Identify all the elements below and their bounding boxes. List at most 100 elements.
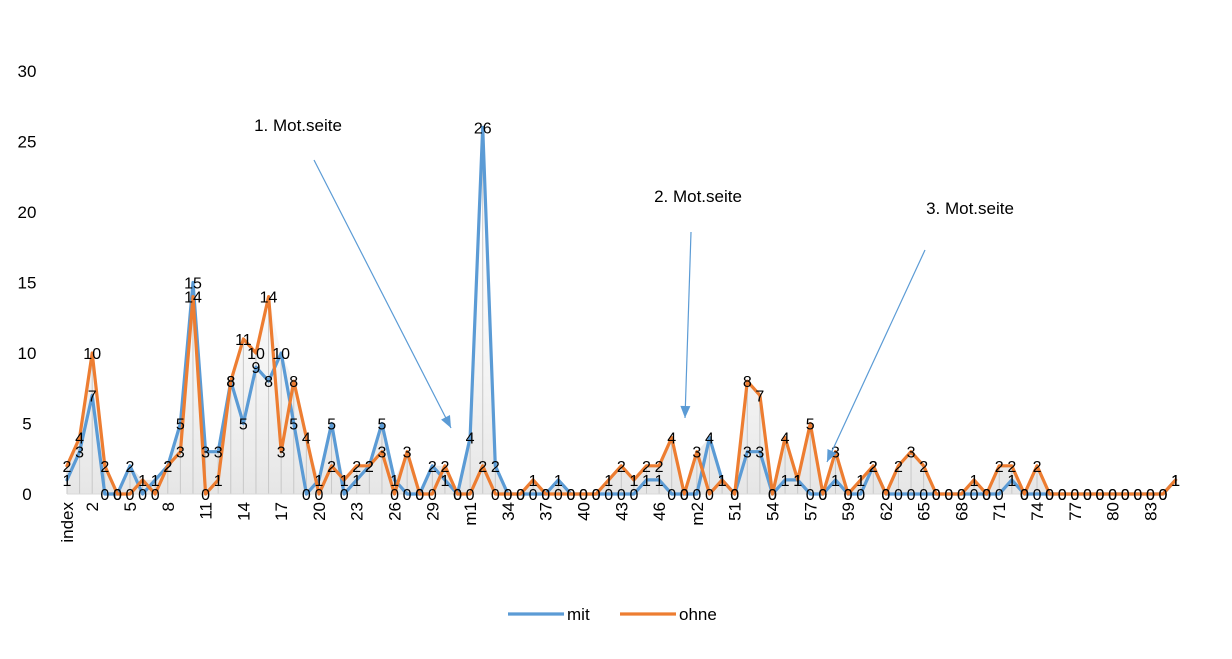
x-tick-label: 65 — [915, 502, 934, 521]
x-tick-label: 17 — [272, 502, 291, 521]
data-label-mit: 0 — [1033, 487, 1042, 504]
data-label-mit: 0 — [970, 487, 979, 504]
data-label-mit: 0 — [629, 487, 638, 504]
data-label-ohne: 0 — [1108, 487, 1117, 504]
data-label-ohne: 0 — [1020, 487, 1029, 504]
x-tick-label: 5 — [121, 502, 140, 511]
data-label-mit: 26 — [474, 120, 492, 137]
data-label-ohne: 8 — [743, 374, 752, 391]
data-label-mit: 0 — [1020, 487, 1029, 504]
data-label-ohne: 0 — [1159, 487, 1168, 504]
data-label-ohne: 1 — [629, 473, 638, 490]
data-label-ohne: 1 — [1171, 473, 1180, 490]
data-label-mit: 0 — [453, 487, 462, 504]
data-label-ohne: 3 — [692, 445, 701, 462]
series-line-mit — [65, 125, 1178, 496]
data-label-ohne: 8 — [226, 374, 235, 391]
data-label-mit: 0 — [503, 487, 512, 504]
data-label-ohne: 0 — [1070, 487, 1079, 504]
plot-area-background — [67, 127, 1163, 495]
area-fill — [67, 127, 1163, 495]
annotation-text: 1. Mot.seite — [254, 116, 342, 135]
data-label-ohne: 0 — [1096, 487, 1105, 504]
data-label-ohne: 11 — [235, 332, 252, 349]
data-label-mit: 0 — [680, 487, 689, 504]
x-tick-label: 80 — [1104, 502, 1123, 521]
data-label-ohne: 3 — [176, 445, 185, 462]
x-tick-label: 59 — [839, 502, 858, 521]
data-label-ohne: 0 — [428, 487, 437, 504]
annotation-text: 2. Mot.seite — [654, 187, 742, 206]
data-label-mit: 0 — [516, 487, 525, 504]
data-label-ohne: 0 — [768, 487, 777, 504]
data-label-mit: 1 — [831, 473, 840, 490]
y-tick-label: 5 — [22, 415, 31, 434]
data-label-ohne: 1 — [138, 473, 147, 490]
data-label-ohne: 0 — [705, 487, 714, 504]
data-label-mit: 2 — [869, 459, 878, 476]
data-label-ohne: 0 — [881, 487, 890, 504]
data-label-ohne: 1 — [856, 473, 865, 490]
data-label-ohne: 0 — [844, 487, 853, 504]
data-label-mit: 0 — [919, 487, 928, 504]
data-label-ohne: 2 — [327, 459, 336, 476]
data-label-ohne: 2 — [63, 459, 72, 476]
data-label-mit: 0 — [692, 487, 701, 504]
data-label-ohne: 8 — [289, 374, 298, 391]
data-label-mit: 0 — [1133, 487, 1142, 504]
x-tick-label: m1 — [461, 502, 480, 526]
data-label-mit: 4 — [466, 431, 475, 448]
data-label-ohne: 0 — [554, 487, 563, 504]
data-label-ohne: 1 — [970, 473, 979, 490]
data-label-ohne: 0 — [466, 487, 475, 504]
data-label-mit: 1 — [440, 473, 449, 490]
data-label-ohne: 3 — [377, 445, 386, 462]
x-tick-label: index — [58, 502, 77, 543]
data-label-mit: 1 — [554, 473, 563, 490]
data-label-mit: 0 — [592, 487, 601, 504]
x-tick-label: 57 — [801, 502, 820, 521]
data-label-ohne: 0 — [730, 487, 739, 504]
data-label-ohne: 0 — [541, 487, 550, 504]
data-label-ohne: 0 — [680, 487, 689, 504]
data-label-ohne: 14 — [184, 290, 202, 307]
data-label-mit: 8 — [264, 374, 273, 391]
x-tick-label: 71 — [990, 502, 1009, 521]
data-label-mit: 3 — [214, 445, 223, 462]
x-tick-label: 11 — [197, 502, 216, 520]
y-tick-label: 30 — [18, 62, 37, 81]
data-label-mit: 0 — [944, 487, 953, 504]
data-label-ohne: 0 — [516, 487, 525, 504]
data-label-mit: 3 — [201, 445, 210, 462]
data-label-mit: 1 — [1171, 473, 1180, 490]
data-label-mit: 0 — [604, 487, 613, 504]
data-label-mit: 1 — [781, 473, 790, 490]
data-label-ohne: 2 — [642, 459, 651, 476]
data-label-mit: 1 — [642, 473, 651, 490]
data-label-mit: 0 — [844, 487, 853, 504]
data-label-ohne: 4 — [667, 431, 676, 448]
data-label-mit: 1 — [63, 473, 72, 490]
data-label-ohne: 0 — [982, 487, 991, 504]
data-label-ohne: 1 — [340, 473, 349, 490]
data-label-ohne: 1 — [718, 473, 727, 490]
x-tick-label: 8 — [159, 502, 178, 511]
data-label-mit: 2 — [126, 459, 135, 476]
data-label-ohne: 0 — [1121, 487, 1130, 504]
data-label-ohne: 7 — [755, 388, 764, 405]
data-label-ohne: 0 — [1045, 487, 1054, 504]
legend-label-mit: mit — [567, 605, 590, 624]
x-tick-label: 68 — [952, 502, 971, 521]
x-axis: index 2 5 8 11 14 17 20 23 26 29 m1 34 37 40 43 46 m2 51 54… — [58, 493, 1163, 543]
data-label-mit: 5 — [327, 417, 336, 434]
data-label-mit: 5 — [239, 417, 248, 434]
data-label-ohne: 0 — [113, 487, 122, 504]
data-label-mit: 0 — [113, 487, 122, 504]
data-label-ohne: 3 — [907, 445, 916, 462]
data-label-ohne: 0 — [579, 487, 588, 504]
data-label-ohne: 2 — [894, 459, 903, 476]
data-label-mit: 0 — [302, 487, 311, 504]
data-label-mit: 0 — [1121, 487, 1130, 504]
x-tick-label: 43 — [612, 502, 631, 521]
data-label-mit: 10 — [272, 346, 290, 363]
